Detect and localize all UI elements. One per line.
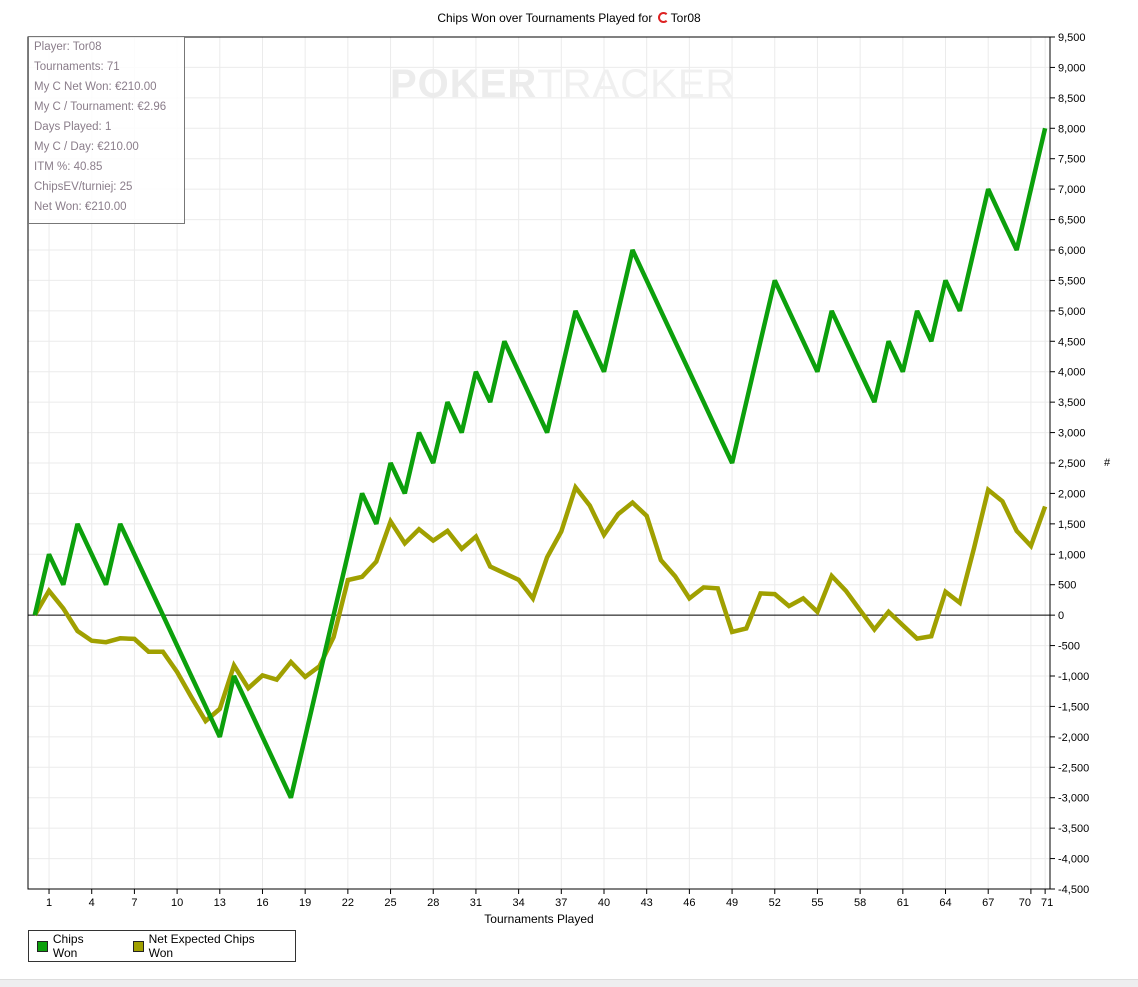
y-tick-label: 9,500 [1058,32,1086,44]
y-tick-label: 8,000 [1058,123,1086,135]
stat-days-played: Days Played: 1 [34,121,112,133]
y-tick-label: -3,500 [1058,823,1089,835]
pokertracker-watermark: POKERTRACKER [390,62,736,106]
x-axis-label: Tournaments Played [484,912,593,926]
y-tick-label: 5,000 [1058,306,1086,318]
legend-swatch [132,940,144,952]
y-tick-label: 6,500 [1058,215,1086,227]
x-tick-label: 13 [214,897,226,909]
y-tick-label: 7,500 [1058,154,1086,166]
x-tick-label: 43 [641,897,653,909]
legend-swatch [37,940,48,952]
stat-player: Player: Tor08 [34,41,102,53]
x-tick-label: 10 [171,897,183,909]
y-tick-label: 0 [1058,610,1064,622]
stat-chipsev: ChipsEV/turniej: 25 [34,181,133,193]
y-tick-label: -4,000 [1058,854,1089,866]
y-tick-label: -3,000 [1058,793,1089,805]
x-tick-label: 1 [46,897,52,909]
y-tick-label: 8,500 [1058,93,1086,105]
plot-frame [27,36,1051,890]
x-tick-label: 52 [769,897,781,909]
x-tick-label: 37 [555,897,567,909]
y-tick-label: 9,000 [1058,62,1086,74]
x-tick-label: 40 [598,897,610,909]
y-tick-label: 2,500 [1058,458,1086,470]
x-tick-label: 25 [384,897,396,909]
x-tick-label: 4 [89,897,95,909]
series-lines [32,127,1048,799]
y-tick-label: 7,000 [1058,184,1086,196]
y-tick-label: -500 [1058,641,1080,653]
y-tick-label: 1,500 [1058,519,1086,531]
series-chips-won [32,127,1048,799]
stat-per-tournament: My C / Tournament: €2.96 [34,101,167,113]
y-tick-label: -1,500 [1058,701,1089,713]
stats-box: Player: Tor08 Tournaments: 71 My C Net W… [28,36,185,224]
legend-item-net-expected[interactable]: Net Expected Chips Won [132,932,281,960]
x-tick-label: 7 [131,897,137,909]
y-tick-label: -4,500 [1058,884,1089,896]
y-tick-label: 1,000 [1058,549,1086,561]
y-tick-label: 500 [1058,580,1076,592]
legend: Chips Won Net Expected Chips Won [28,930,296,962]
y-tick-label: 5,500 [1058,275,1086,287]
y-tick-label: -2,000 [1058,732,1089,744]
x-tick-label: 22 [342,897,354,909]
stat-net-won-c: My C Net Won: €210.00 [34,81,157,93]
grid [28,36,1050,890]
x-tick-label: 49 [726,897,738,909]
y-tick-label: -1,000 [1058,671,1089,683]
x-tick-label: 46 [683,897,695,909]
x-tick-label: 16 [256,897,268,909]
y-tick-label: 6,000 [1058,245,1086,257]
x-tick-label: 61 [897,897,909,909]
y-tick-label: 3,500 [1058,397,1086,409]
legend-item-chips-won[interactable]: Chips Won [37,932,111,960]
chart-title: Chips Won over Tournaments Played for To… [437,11,701,25]
x-tick-label: 70 [1019,897,1031,909]
status-strip [0,979,1138,987]
y-tick-label: 4,000 [1058,367,1086,379]
x-tick-label: 34 [512,897,524,909]
x-tick-label: 31 [470,897,482,909]
x-tick-label: 19 [299,897,311,909]
site-icon [657,12,669,23]
y-tick-label: 3,000 [1058,428,1086,440]
x-tick-label: 67 [982,897,994,909]
axes: -4,500 -4,000 -3,500 -3,000 -2,500 -2,000 -1,5… [27,32,1111,926]
stat-itm: ITM %: 40.85 [34,161,103,173]
x-tick-label: 28 [427,897,439,909]
stat-tournaments: Tournaments: 71 [34,61,120,73]
x-tick-label: 71 [1041,897,1053,909]
y-axis-label: # [1104,457,1111,469]
y-tick-label: 2,000 [1058,488,1086,500]
x-tick-label: 64 [939,897,951,909]
y-tick-label: -2,500 [1058,762,1089,774]
y-tick-label: 4,500 [1058,336,1086,348]
stat-net-won: Net Won: €210.00 [34,201,127,213]
stat-per-day: My C / Day: €210.00 [34,141,139,153]
x-tick-label: 58 [854,897,866,909]
series-net-expected-chips-won [32,482,1048,725]
x-tick-label: 55 [811,897,823,909]
